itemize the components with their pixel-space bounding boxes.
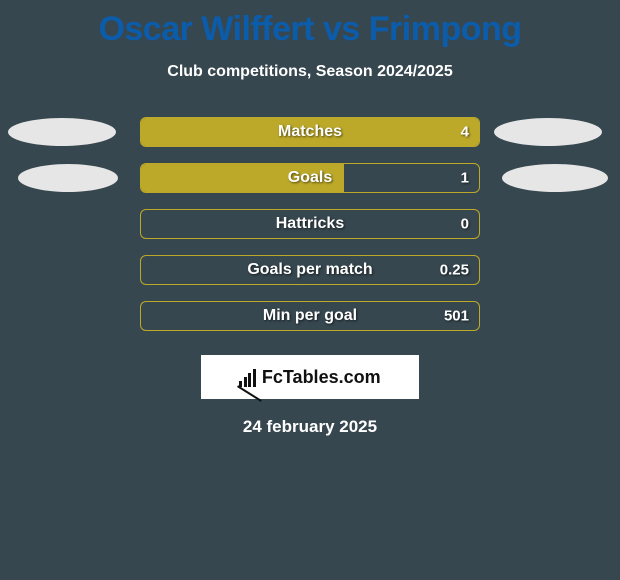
stat-bar: Goals per match 0.25	[140, 255, 480, 285]
stat-label: Min per goal	[263, 307, 357, 325]
stat-label: Goals	[288, 169, 332, 187]
stat-value: 4	[461, 124, 469, 141]
stat-value: 0	[461, 216, 469, 233]
stat-value: 0.25	[440, 262, 469, 279]
stat-value: 1	[461, 170, 469, 187]
stat-label: Matches	[278, 123, 342, 141]
bar-chart-icon	[239, 367, 256, 387]
logo-text: FcTables.com	[262, 367, 381, 388]
stat-bar: Matches 4	[140, 117, 480, 147]
stat-label: Hattricks	[276, 215, 344, 233]
stat-row: Matches 4	[0, 117, 620, 147]
generated-date: 24 february 2025	[0, 417, 620, 437]
stat-value: 501	[444, 308, 469, 325]
stat-bar: Goals 1	[140, 163, 480, 193]
stat-row: Goals 1	[0, 163, 620, 193]
stat-bar: Hattricks 0	[140, 209, 480, 239]
stat-label: Goals per match	[247, 261, 372, 279]
comparison-title: Oscar Wilffert vs Frimpong	[0, 0, 620, 49]
stat-row: Hattricks 0	[0, 209, 620, 239]
stat-row: Min per goal 501	[0, 301, 620, 331]
fctables-logo: FcTables.com	[201, 355, 419, 399]
stat-bar: Min per goal 501	[140, 301, 480, 331]
stat-row: Goals per match 0.25	[0, 255, 620, 285]
stats-bars: Matches 4 Goals 1 Hattricks 0 Goals per …	[0, 117, 620, 331]
comparison-subtitle: Club competitions, Season 2024/2025	[0, 63, 620, 81]
